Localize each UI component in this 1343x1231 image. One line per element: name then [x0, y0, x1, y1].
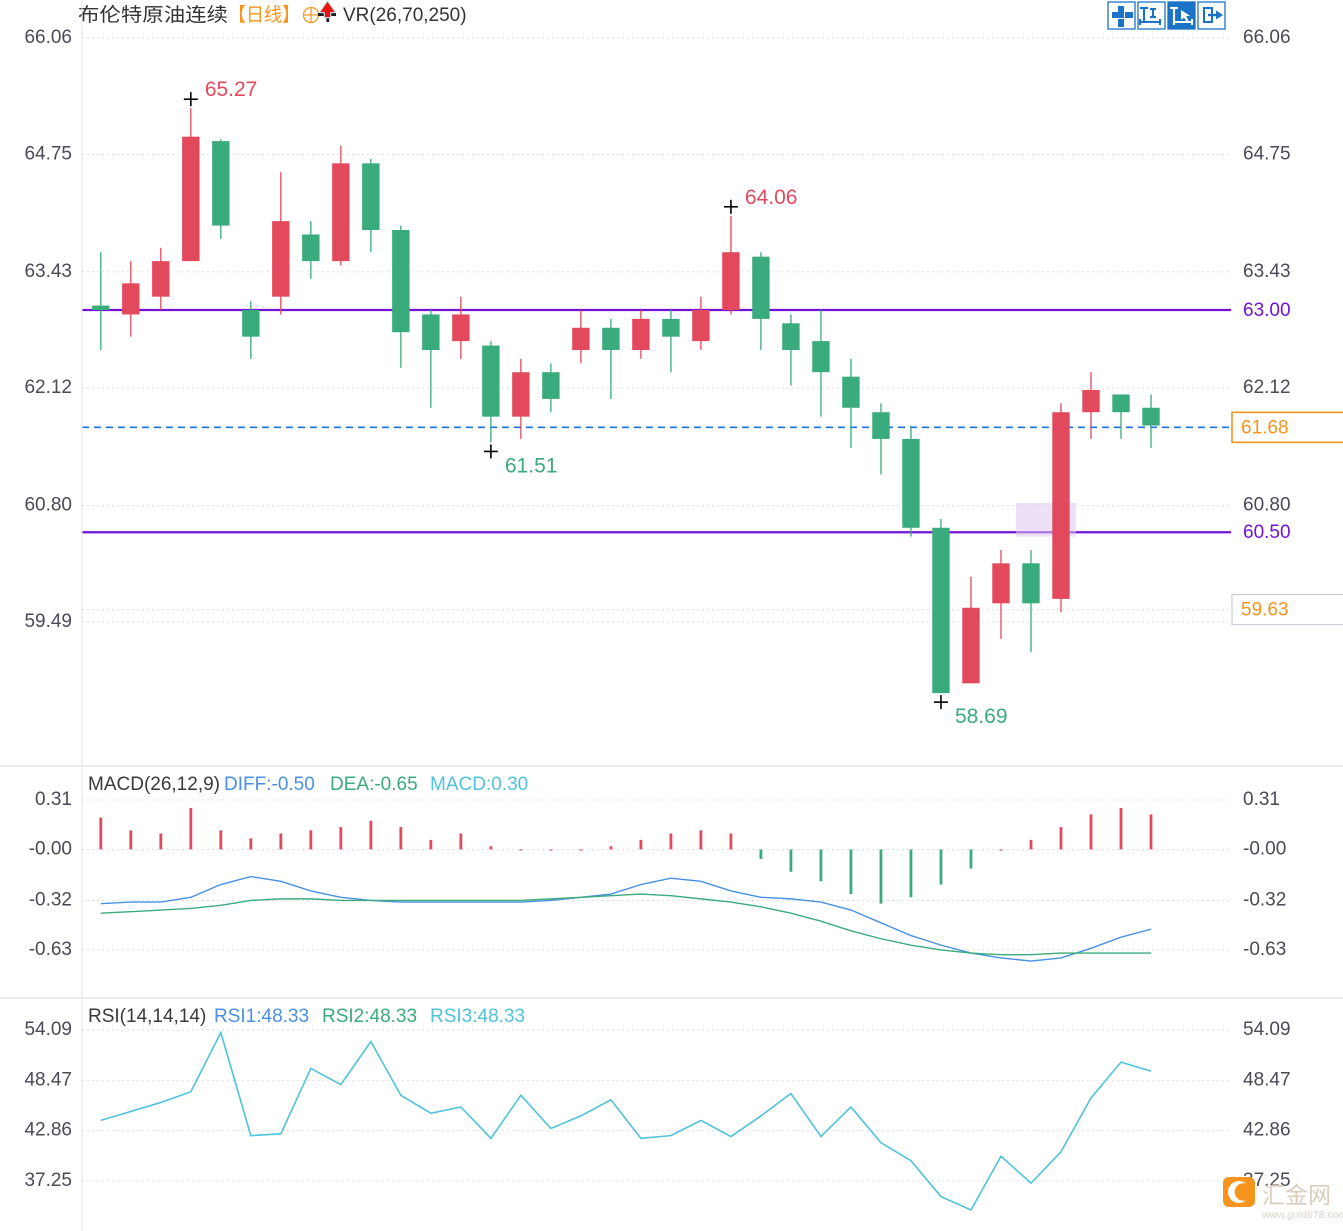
- svg-text:42.86: 42.86: [24, 1120, 72, 1141]
- svg-text:60.80: 60.80: [24, 495, 72, 516]
- svg-text:RSI1:48.33: RSI1:48.33: [214, 1006, 309, 1027]
- svg-text:37.25: 37.25: [24, 1170, 72, 1191]
- svg-text:www.gold678.com: www.gold678.com: [1261, 1209, 1343, 1221]
- svg-text:-0.63: -0.63: [29, 939, 72, 960]
- svg-text:RSI3:48.33: RSI3:48.33: [430, 1006, 525, 1027]
- svg-text:48.47: 48.47: [24, 1069, 72, 1090]
- svg-text:65.27: 65.27: [205, 78, 258, 101]
- svg-text:64.75: 64.75: [24, 143, 72, 164]
- svg-text:布伦特原油连续: 布伦特原油连续: [78, 4, 228, 26]
- svg-text:MACD(26,12,9): MACD(26,12,9): [88, 774, 220, 795]
- svg-text:64.75: 64.75: [1243, 143, 1291, 164]
- svg-text:66.06: 66.06: [1243, 27, 1291, 48]
- svg-text:RSI(14,14,14): RSI(14,14,14): [88, 1006, 206, 1027]
- svg-text:63.43: 63.43: [24, 261, 72, 282]
- svg-text:59.49: 59.49: [24, 611, 72, 632]
- svg-text:0.31: 0.31: [1243, 789, 1280, 810]
- svg-text:汇金网: 汇金网: [1262, 1182, 1331, 1208]
- svg-text:66.06: 66.06: [24, 27, 72, 48]
- svg-text:42.86: 42.86: [1243, 1120, 1291, 1141]
- svg-text:61.51: 61.51: [505, 454, 558, 477]
- svg-text:【日线】: 【日线】: [228, 4, 300, 26]
- svg-text:-0.32: -0.32: [29, 889, 72, 910]
- svg-text:59.63: 59.63: [1241, 600, 1289, 621]
- svg-text:54.09: 54.09: [24, 1019, 72, 1040]
- svg-text:-0.00: -0.00: [29, 838, 72, 859]
- svg-text:54.09: 54.09: [1243, 1019, 1291, 1040]
- svg-text:RSI2:48.33: RSI2:48.33: [322, 1006, 417, 1027]
- svg-text:VR(26,70,250): VR(26,70,250): [343, 5, 467, 26]
- svg-text:60.80: 60.80: [1243, 495, 1291, 516]
- svg-text:48.47: 48.47: [1243, 1069, 1291, 1090]
- svg-text:-0.63: -0.63: [1243, 939, 1286, 960]
- svg-text:-0.32: -0.32: [1243, 889, 1286, 910]
- svg-text:64.06: 64.06: [745, 186, 798, 209]
- svg-text:MACD:0.30: MACD:0.30: [430, 774, 528, 795]
- svg-text:61.68: 61.68: [1241, 417, 1289, 438]
- svg-text:62.12: 62.12: [24, 377, 72, 398]
- svg-text:62.12: 62.12: [1243, 377, 1291, 398]
- svg-text:DIFF:-0.50: DIFF:-0.50: [224, 774, 315, 795]
- svg-text:DEA:-0.65: DEA:-0.65: [330, 774, 418, 795]
- svg-text:0.31: 0.31: [35, 789, 72, 810]
- svg-text:60.50: 60.50: [1243, 522, 1291, 543]
- svg-text:-0.00: -0.00: [1243, 838, 1286, 859]
- svg-text:63.43: 63.43: [1243, 261, 1291, 282]
- svg-text:63.00: 63.00: [1243, 300, 1291, 321]
- svg-text:58.69: 58.69: [955, 705, 1008, 728]
